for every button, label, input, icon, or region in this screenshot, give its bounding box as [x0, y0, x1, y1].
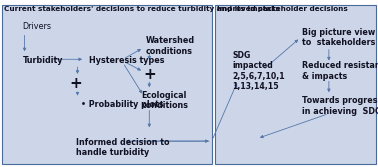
Text: Informed decision to
handle turbidity: Informed decision to handle turbidity: [76, 138, 170, 157]
Text: +: +: [69, 76, 82, 91]
Text: Turbidity: Turbidity: [23, 56, 63, 65]
Text: Reduced resistance
& impacts: Reduced resistance & impacts: [302, 61, 378, 81]
Text: Ecological
conditions: Ecological conditions: [142, 91, 189, 110]
Text: Towards progress
in achieving  SDG: Towards progress in achieving SDG: [302, 96, 378, 116]
Text: Current stakeholders' decisions to reduce turbidity and its impacts: Current stakeholders' decisions to reduc…: [4, 6, 280, 12]
FancyBboxPatch shape: [2, 5, 212, 164]
Text: Big picture view
to  stakeholders: Big picture view to stakeholders: [302, 28, 376, 47]
Text: • Probability plots: • Probability plots: [81, 100, 164, 109]
Text: Watershed
conditions: Watershed conditions: [146, 36, 195, 56]
FancyBboxPatch shape: [215, 5, 376, 164]
Text: +: +: [143, 67, 156, 82]
Text: Drivers: Drivers: [23, 22, 52, 31]
Text: Hysteresis types: Hysteresis types: [89, 56, 164, 65]
Text: SDG
impacted
2,5,6,7,10,1
1,13,14,15: SDG impacted 2,5,6,7,10,1 1,13,14,15: [232, 51, 285, 91]
Text: Improved stakeholder decisions: Improved stakeholder decisions: [217, 6, 348, 12]
